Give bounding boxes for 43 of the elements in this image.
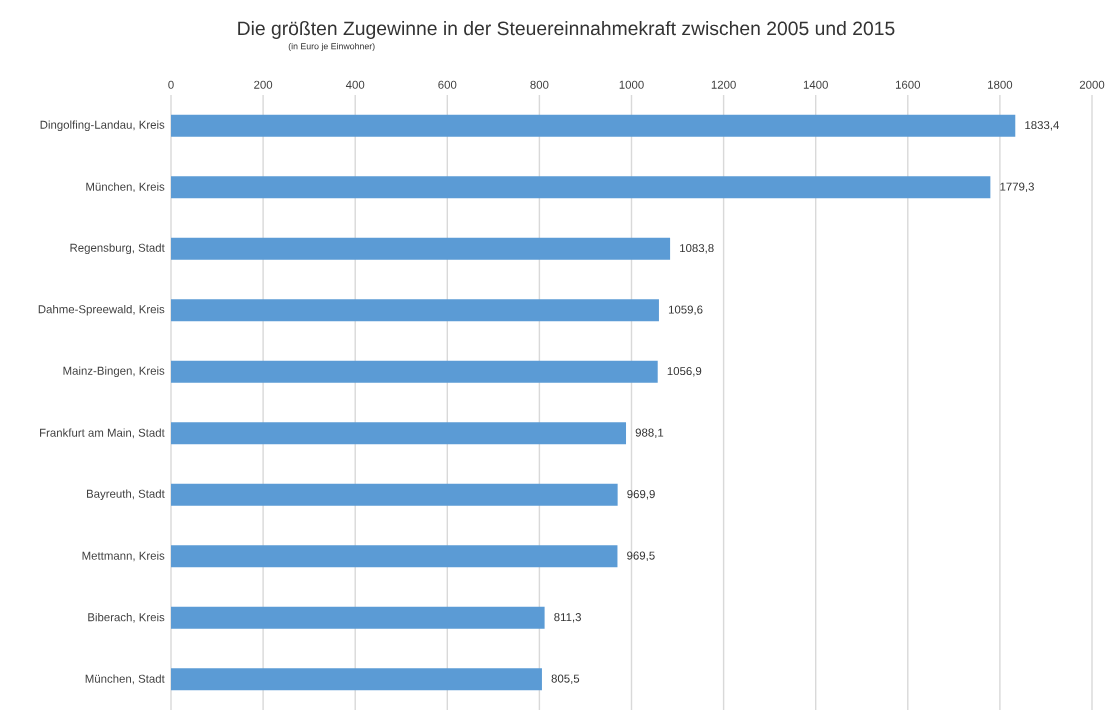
x-tick-label: 600 [438,80,457,89]
y-tick-label: Mainz-Bingen, Kreis [63,366,165,378]
x-tick-label: 1600 [895,80,921,89]
data-label: 1083,8 [680,244,714,254]
x-tick-label: 800 [530,80,549,89]
y-tick-label: Bayreuth, Stadt [86,489,165,501]
data-label: 988,1 [635,428,664,438]
bar [171,176,991,199]
data-label: 805,5 [551,674,580,684]
y-tick-label: Regensburg, Stadt [70,243,165,255]
bar [171,360,658,383]
x-tick-label: 1000 [619,80,644,89]
y-tick-label: Biberach, Kreis [88,612,165,623]
y-tick-label: München, Stadt [85,674,165,685]
x-tick-label: 400 [345,80,365,89]
data-label: 811,3 [554,613,581,623]
data-label: 969,5 [627,551,655,561]
data-label: 1059,6 [668,305,703,315]
y-tick-label: Dahme-Spreewald, Kreis [38,304,165,316]
bar [171,114,1016,137]
y-tick-label: Frankfurt am Main, Stadt [40,428,165,439]
chart-subtitle: (in Euro je Einwohner) [288,42,375,52]
bar [171,237,671,260]
x-tick-label: 0 [168,80,174,89]
x-tick-label: 1200 [711,80,736,89]
y-tick-label: München, Kreis [86,182,165,193]
y-tick-label: Dingolfing-Landau, Kreis [40,120,165,132]
bar [171,545,618,568]
bar [171,668,542,691]
x-tick-label: 1800 [988,80,1013,89]
x-tick-label: 1400 [803,80,828,89]
data-label: 969,9 [627,490,655,500]
bar [171,606,545,629]
data-label: 1779,3 [1000,182,1034,192]
data-label: 1833,4 [1025,121,1060,131]
x-tick-label: 2000 [1079,80,1105,89]
y-tick-label: Mettmann, Kreis [82,551,165,562]
chart-title: Die größten Zugewinne in der Steuereinnahmekraft zwischen 2005 und 2015 [238,21,895,39]
x-tick-label: 200 [254,80,273,89]
data-label: 1056,9 [667,367,702,377]
bar [171,483,618,506]
bar [171,422,627,445]
bar [171,299,659,322]
